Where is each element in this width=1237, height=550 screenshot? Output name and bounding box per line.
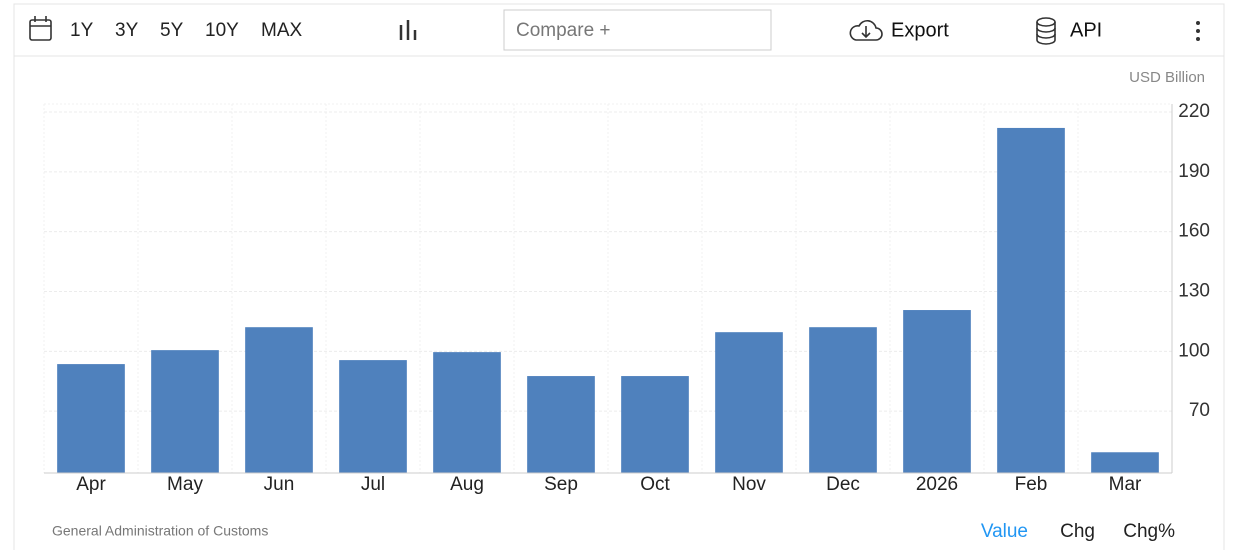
- export-button[interactable]: Export: [891, 19, 949, 41]
- x-tick-label: Jun: [264, 474, 295, 495]
- tab[interactable]: Value: [981, 521, 1028, 542]
- x-tick-label: Aug: [450, 474, 484, 495]
- range-button[interactable]: 5Y: [160, 20, 184, 41]
- tab[interactable]: Chg%: [1123, 521, 1175, 542]
- y-tick-label: 100: [1178, 340, 1210, 361]
- bar: [245, 327, 313, 473]
- x-tick-label: May: [167, 474, 203, 495]
- range-button[interactable]: MAX: [261, 20, 303, 41]
- compare-input[interactable]: [503, 9, 772, 51]
- x-tick-label: 2026: [916, 474, 958, 495]
- export-icon[interactable]: [849, 20, 883, 41]
- frame: [13, 3, 1225, 550]
- compare-placeholder: Compare +: [516, 20, 611, 41]
- unit-label: USD Billion: [1129, 69, 1205, 86]
- tab[interactable]: Chg: [1060, 521, 1095, 542]
- bar: [809, 327, 877, 473]
- y-tick-label: 220: [1178, 101, 1210, 122]
- more-menu[interactable]: [1196, 21, 1200, 41]
- y-tick-label: 160: [1178, 221, 1210, 242]
- y-tick-label: 190: [1178, 161, 1210, 182]
- calendar-icon[interactable]: [29, 16, 52, 41]
- bar: [903, 310, 971, 473]
- x-tick-label: Mar: [1109, 474, 1142, 495]
- range-button[interactable]: 3Y: [115, 20, 139, 41]
- bar: [339, 360, 407, 473]
- x-tick-label: Feb: [1015, 474, 1048, 495]
- api-button[interactable]: API: [1070, 19, 1102, 41]
- bar: [527, 376, 595, 473]
- bar: [433, 352, 501, 473]
- x-tick-label: Jul: [361, 474, 385, 495]
- y-tick-label: 70: [1189, 400, 1210, 421]
- source: General Administration of Customs: [52, 523, 268, 539]
- x-tick-label: Apr: [76, 474, 106, 495]
- x-tick-label: Dec: [826, 474, 860, 495]
- bar: [997, 127, 1065, 474]
- bar: [1091, 452, 1159, 473]
- bar: [621, 376, 689, 473]
- range-button[interactable]: 10Y: [205, 20, 239, 41]
- y-tick-label: 130: [1178, 281, 1210, 302]
- x-tick-label: Oct: [640, 474, 670, 495]
- bar: [151, 350, 219, 473]
- bar: [715, 332, 783, 473]
- api-icon[interactable]: [1036, 17, 1056, 45]
- chart-type-icon[interactable]: [399, 20, 417, 40]
- bar: [57, 364, 125, 473]
- x-tick-label: Sep: [544, 474, 578, 495]
- range-button[interactable]: 1Y: [70, 20, 94, 41]
- x-tick-label: Nov: [732, 474, 766, 495]
